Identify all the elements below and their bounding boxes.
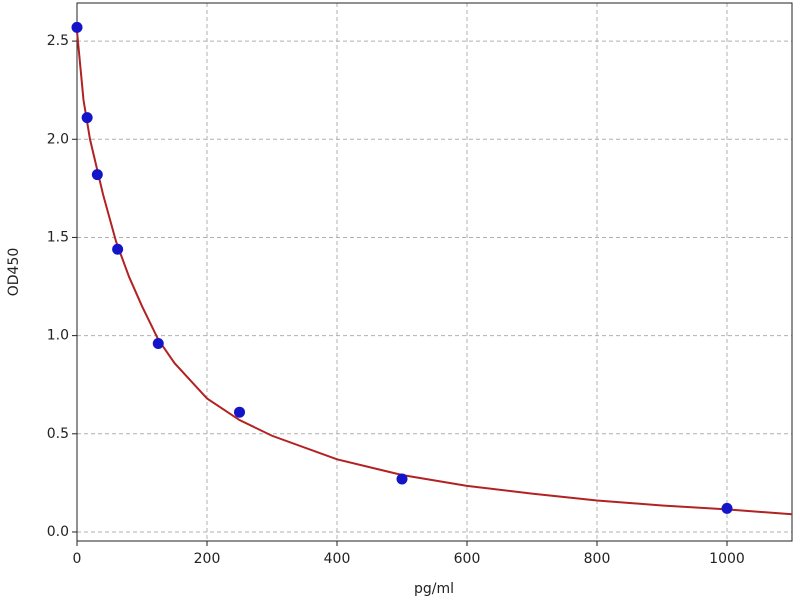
- x-tick-label: 400: [324, 551, 351, 567]
- data-point: [71, 21, 83, 33]
- data-point: [91, 169, 103, 181]
- x-tick-label: 600: [454, 551, 481, 567]
- data-point: [234, 406, 245, 418]
- data-point: [81, 112, 93, 124]
- data-point: [396, 473, 408, 485]
- y-tick-label: 1.0: [47, 328, 69, 344]
- x-axis-label: pg/ml: [414, 581, 454, 597]
- x-tick-label: 0: [73, 551, 82, 567]
- y-tick-label: 0.0: [47, 524, 69, 540]
- y-tick-label: 1.5: [47, 229, 69, 245]
- data-point: [112, 243, 124, 255]
- y-axis-label: OD450: [6, 248, 22, 297]
- data-point: [721, 502, 733, 514]
- x-tick-label: 800: [584, 551, 611, 567]
- y-tick-label: 0.5: [47, 426, 69, 442]
- plot-frame: [76, 2, 793, 542]
- data-point: [152, 337, 164, 349]
- x-tick-label: 200: [194, 551, 221, 567]
- y-tick-label: 2.5: [47, 33, 69, 49]
- x-tick-label: 1000: [709, 551, 745, 567]
- y-tick-label: 2.0: [47, 131, 69, 147]
- fit-curve: [76, 31, 793, 516]
